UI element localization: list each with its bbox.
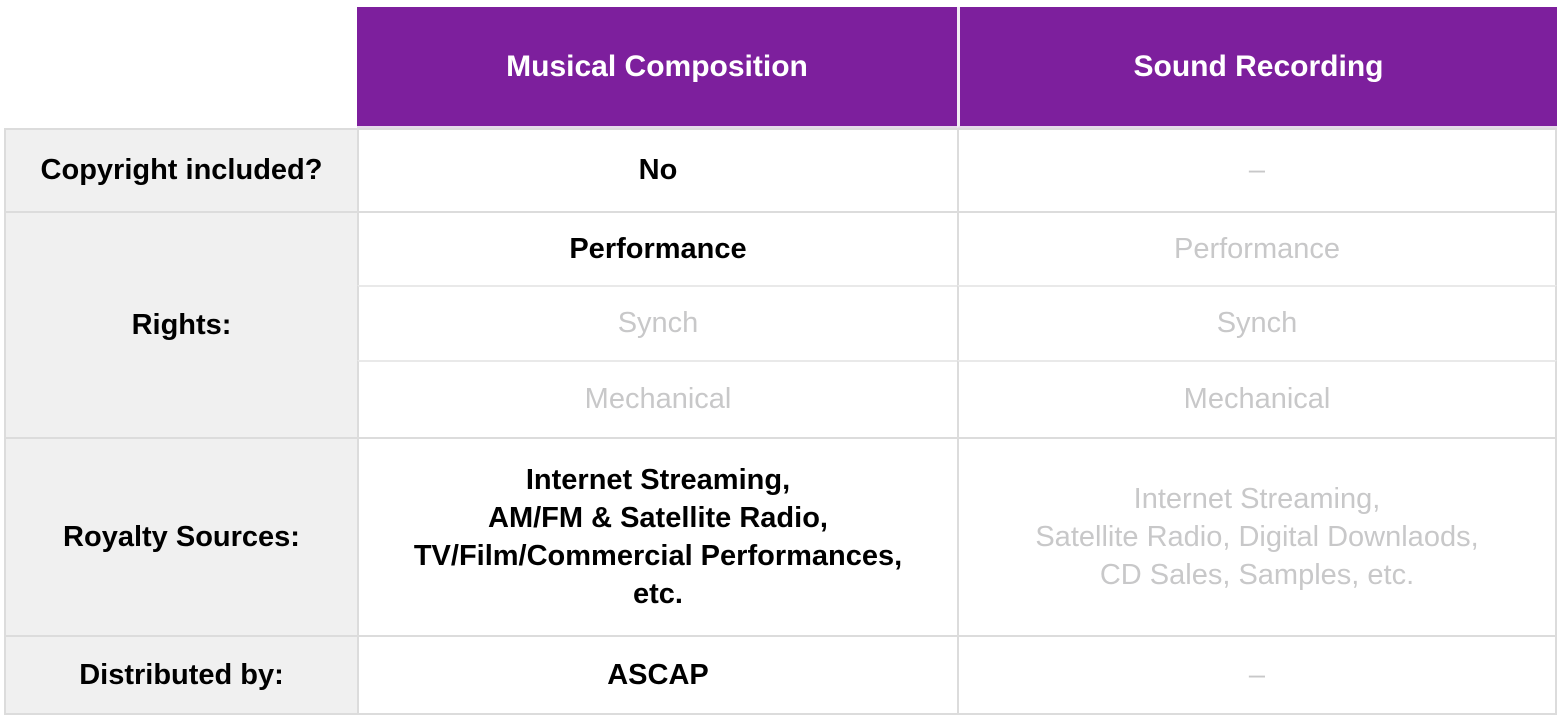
cell-text-line: TV/Film/Commercial Performances, bbox=[413, 540, 903, 572]
cell-rights-mechanical-musical: Mechanical bbox=[357, 360, 957, 437]
cell-text: Performance bbox=[1173, 232, 1340, 265]
row-label-text: Copyright included? bbox=[40, 154, 323, 186]
cell-text-line: etc. bbox=[633, 578, 683, 610]
cell-royalty-sources-musical: Internet Streaming, AM/FM & Satellite Ra… bbox=[357, 437, 957, 635]
cell-text: ASCAP bbox=[607, 658, 709, 691]
cell-royalty-sources-sound: Internet Streaming, Satellite Radio, Dig… bbox=[957, 437, 1557, 635]
cell-text-line: Satellite Radio, Digital Downlaods, bbox=[1035, 521, 1479, 553]
row-label-text: Distributed by: bbox=[79, 658, 284, 691]
cell-text: Mechanical bbox=[584, 383, 732, 415]
cell-copyright-musical-composition: No bbox=[357, 128, 957, 211]
cell-text-line: CD Sales, Samples, etc. bbox=[1099, 559, 1415, 591]
cell-text-line: Internet Streaming, bbox=[525, 464, 791, 496]
cell-rights-mechanical-sound: Mechanical bbox=[957, 360, 1557, 437]
cell-text: – bbox=[1248, 154, 1266, 186]
table-corner-spacer bbox=[4, 7, 357, 128]
row-label-distributed-by: Distributed by: bbox=[4, 635, 357, 715]
column-header-musical-composition: Musical Composition bbox=[357, 7, 957, 128]
row-label-text: Rights: bbox=[131, 308, 232, 341]
cell-text-line: Internet Streaming, bbox=[1133, 483, 1381, 515]
row-label-copyright-included: Copyright included? bbox=[4, 128, 357, 211]
cell-text: Synch bbox=[617, 307, 699, 339]
cell-text: Mechanical bbox=[1183, 383, 1331, 415]
cell-text: No bbox=[638, 154, 678, 186]
row-label-royalty-sources: Royalty Sources: bbox=[4, 437, 357, 635]
column-header-label: Sound Recording bbox=[1133, 49, 1384, 83]
cell-copyright-sound-recording: – bbox=[957, 128, 1557, 211]
cell-text: Synch bbox=[1216, 307, 1298, 339]
cell-rights-performance-sound: Performance bbox=[957, 211, 1557, 285]
row-label-text: Royalty Sources: bbox=[63, 520, 300, 553]
cell-text: – bbox=[1248, 658, 1266, 691]
royalties-comparison-table: Musical Composition Sound Recording Copy… bbox=[4, 7, 1557, 715]
cell-text-line: AM/FM & Satellite Radio, bbox=[488, 502, 828, 534]
cell-distributed-by-sound: – bbox=[957, 635, 1557, 715]
column-header-label: Musical Composition bbox=[506, 49, 808, 83]
cell-text: Performance bbox=[569, 232, 747, 265]
cell-distributed-by-musical: ASCAP bbox=[357, 635, 957, 715]
row-label-rights: Rights: bbox=[4, 211, 357, 437]
column-header-sound-recording: Sound Recording bbox=[957, 7, 1557, 128]
cell-rights-performance-musical: Performance bbox=[357, 211, 957, 285]
cell-rights-synch-musical: Synch bbox=[357, 285, 957, 360]
cell-rights-synch-sound: Synch bbox=[957, 285, 1557, 360]
